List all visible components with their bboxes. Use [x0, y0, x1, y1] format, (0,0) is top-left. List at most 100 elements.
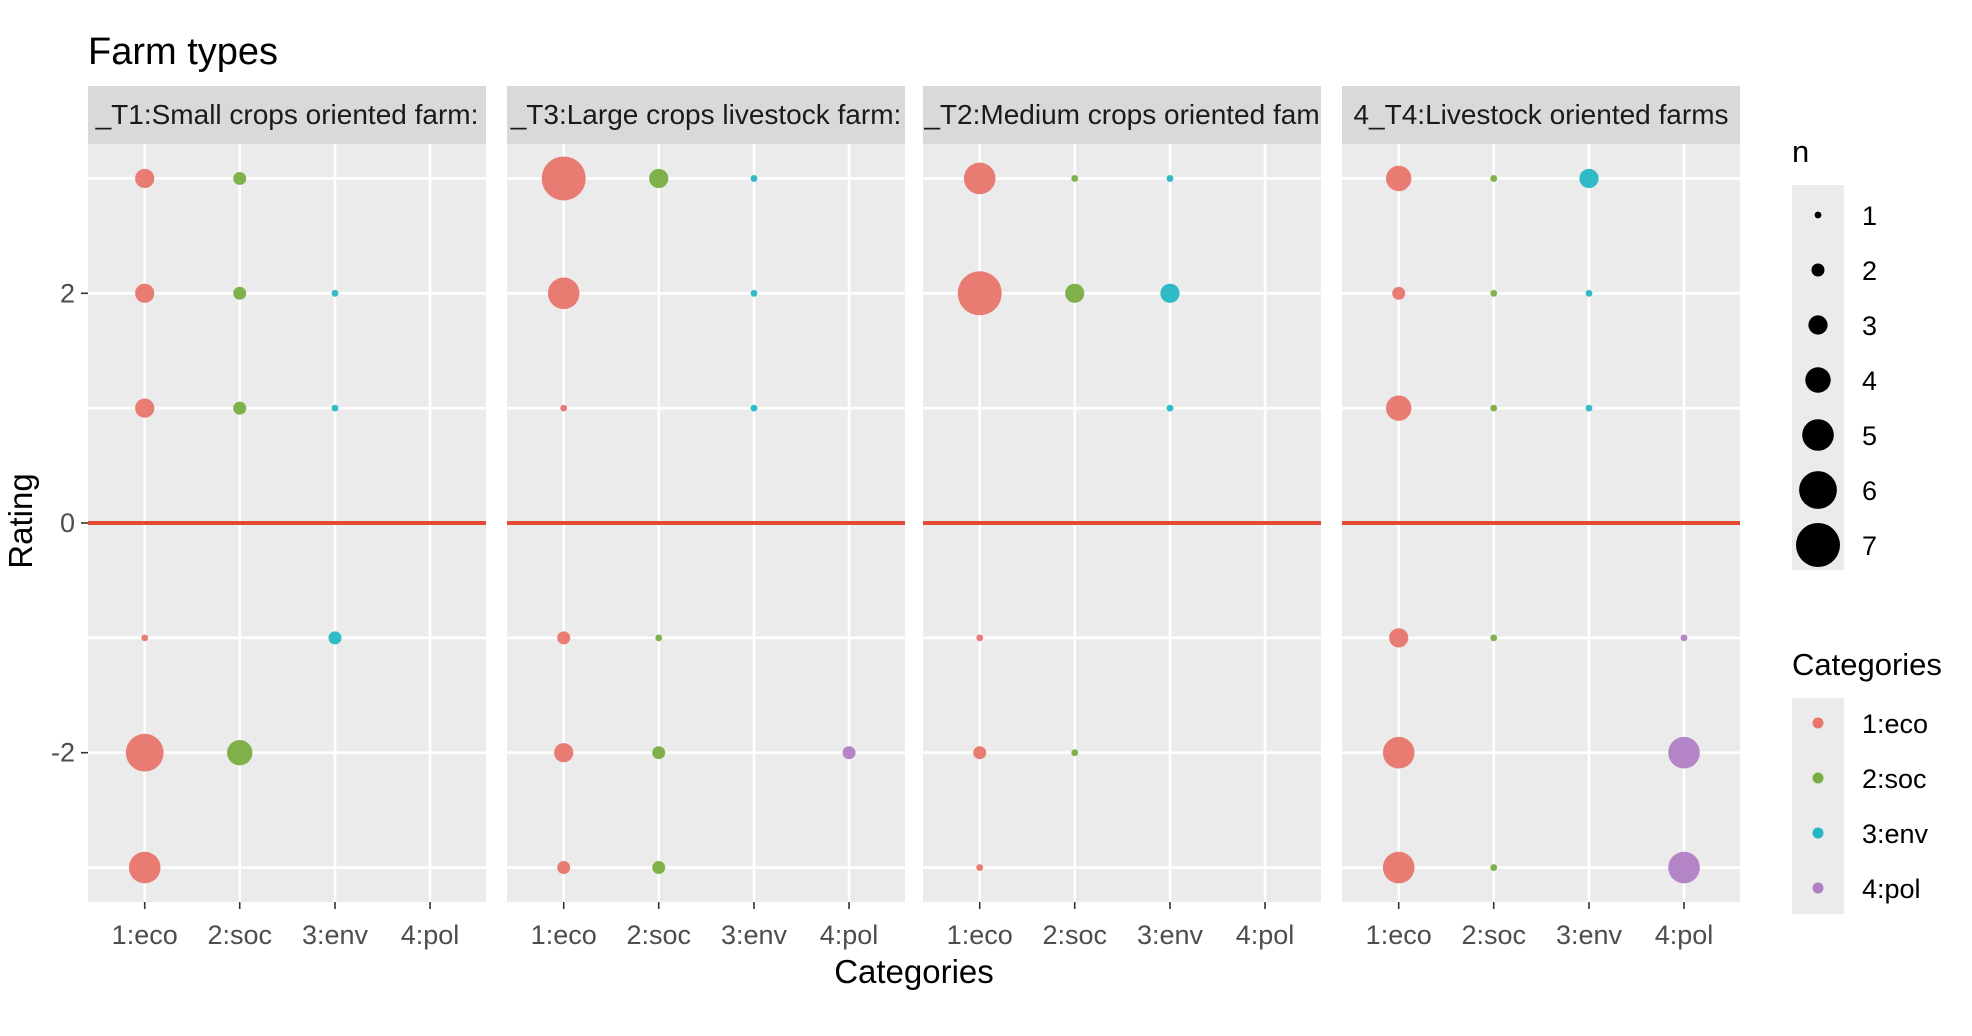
color-legend-title: Categories	[1792, 647, 1942, 682]
data-point	[976, 634, 984, 642]
data-point	[1579, 168, 1599, 189]
data-point	[1668, 851, 1700, 884]
size-legend-key	[1799, 471, 1837, 509]
y-axis-title: Rating	[2, 473, 39, 568]
size-legend-label: 4	[1862, 366, 1877, 396]
data-point	[649, 168, 669, 189]
size-legend-label: 3	[1862, 311, 1877, 341]
size-legend-key	[1808, 315, 1828, 335]
data-point	[655, 634, 663, 642]
data-point	[135, 168, 155, 189]
x-tick-label: 2:soc	[1461, 920, 1526, 950]
data-point	[1668, 736, 1700, 769]
x-tick-label: 3:env	[1556, 920, 1623, 950]
data-point	[652, 746, 666, 760]
x-tick-label: 1:eco	[112, 920, 178, 950]
x-tick-label: 3:env	[1137, 920, 1204, 950]
facet-strip	[1342, 86, 1740, 144]
data-point	[1382, 851, 1415, 884]
color-legend-label: 4:pol	[1862, 874, 1921, 904]
data-point	[331, 404, 339, 412]
panel: _T2:Medium crops oriented fam 1:eco 2:soc 3…	[923, 86, 1321, 950]
chart-title: Farm types	[88, 31, 278, 73]
data-point	[1585, 404, 1593, 412]
y-tick-label: 2	[60, 278, 75, 308]
data-point	[233, 171, 247, 185]
panels: _T1:Small crops oriented farm: 1:eco 2:soc…	[88, 86, 1740, 950]
size-legend-key	[1802, 419, 1834, 451]
color-legend: Categories 1:eco 2:soc 3:env 4:pol	[1792, 647, 1942, 914]
size-legend-key	[1805, 367, 1831, 393]
color-legend-key	[1812, 882, 1824, 894]
size-legend: n 1 2 3 4 5 6 7	[1792, 134, 1877, 570]
color-legend-label: 1:eco	[1862, 709, 1928, 739]
data-point	[973, 746, 987, 760]
data-point	[1680, 634, 1688, 642]
y-tick-label: -2	[51, 738, 75, 768]
data-point	[135, 283, 155, 303]
data-point	[557, 631, 571, 645]
data-point	[1389, 628, 1409, 648]
data-point	[1166, 404, 1174, 412]
facet-label: _T1:Small crops oriented farm:	[95, 99, 479, 130]
data-point	[1386, 165, 1412, 192]
color-legend-label: 2:soc	[1862, 764, 1927, 794]
data-point	[750, 404, 758, 412]
x-tick-label: 1:eco	[1366, 920, 1432, 950]
data-point	[750, 289, 758, 297]
size-legend-label: 2	[1862, 256, 1877, 286]
data-point	[1386, 395, 1412, 421]
x-tick-label: 4:pol	[1655, 920, 1714, 950]
facet-label: _T3:Large crops livestock farm:	[510, 99, 902, 130]
data-point	[541, 156, 586, 201]
data-point	[227, 739, 253, 766]
y-axis: -2 0 2	[51, 278, 88, 768]
data-point	[652, 861, 666, 875]
x-tick-label: 4:pol	[820, 920, 879, 950]
data-point	[1585, 289, 1593, 297]
panel: _T1:Small crops oriented farm: 1:eco 2:soc…	[88, 86, 486, 950]
data-point	[135, 398, 155, 418]
facet-strip	[923, 86, 1321, 144]
data-point	[963, 162, 996, 195]
color-legend-key	[1812, 772, 1824, 784]
size-legend-label: 6	[1862, 476, 1877, 506]
facet-label: 4_T4:Livestock oriented farms	[1353, 99, 1728, 130]
x-tick-label: 1:eco	[531, 920, 597, 950]
size-legend-label: 5	[1862, 421, 1877, 451]
data-point	[554, 743, 574, 763]
x-tick-label: 3:env	[721, 920, 788, 950]
data-point	[557, 861, 571, 875]
data-point	[128, 851, 161, 884]
x-tick-label: 2:soc	[207, 920, 272, 950]
facet-strip	[88, 86, 486, 144]
data-point	[1071, 749, 1079, 757]
data-point	[1166, 175, 1174, 182]
data-point	[750, 175, 758, 182]
data-point	[328, 631, 342, 645]
data-point	[233, 286, 247, 300]
x-tick-label: 4:pol	[401, 920, 460, 950]
size-legend-label: 7	[1862, 531, 1877, 561]
facet-label: _T2:Medium crops oriented fam	[923, 99, 1319, 130]
data-point	[976, 864, 984, 871]
data-point	[1071, 175, 1079, 182]
data-point	[1490, 404, 1498, 412]
data-point	[547, 277, 580, 310]
panel: _T3:Large crops livestock farm: 1:eco 2:so…	[507, 86, 905, 950]
size-legend-title: n	[1792, 134, 1809, 169]
data-point	[1490, 634, 1498, 642]
data-point	[1382, 736, 1415, 769]
size-legend-key	[1811, 263, 1825, 277]
panel: 4_T4:Livestock oriented farms 1:eco 2:soc 3…	[1342, 86, 1740, 950]
x-tick-label: 4:pol	[1236, 920, 1295, 950]
y-tick-label: 0	[60, 508, 75, 538]
size-legend-key	[1796, 523, 1840, 567]
color-legend-key	[1812, 827, 1824, 839]
color-legend-keys	[1792, 698, 1844, 914]
data-point	[1490, 175, 1498, 182]
data-point	[560, 404, 568, 412]
size-legend-label: 1	[1862, 201, 1877, 231]
data-point	[141, 634, 149, 642]
data-point	[125, 733, 164, 772]
